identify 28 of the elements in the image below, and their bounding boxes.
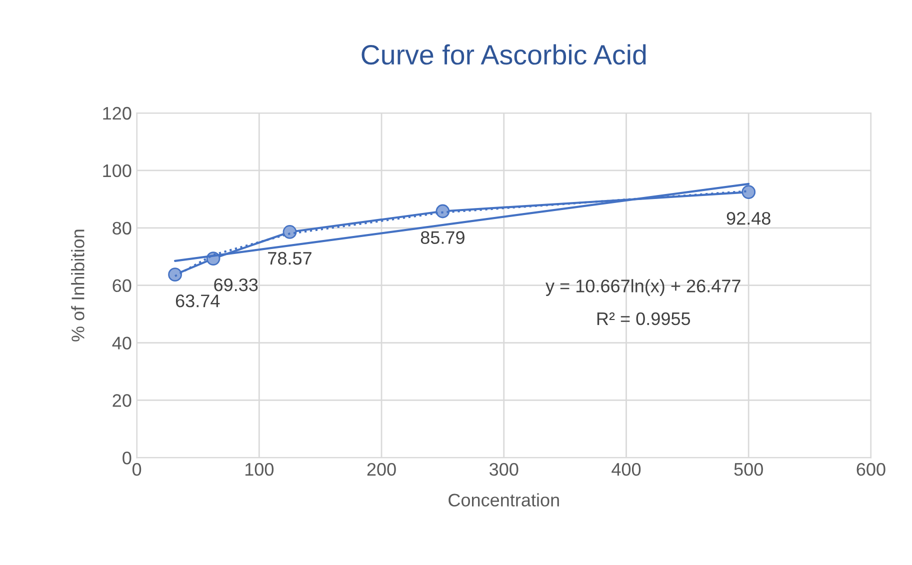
- y-tick-label: 40: [112, 336, 132, 350]
- data-label: 69.33: [214, 278, 258, 292]
- y-tick-label: 80: [112, 222, 132, 235]
- y-tick-label: 120: [103, 106, 132, 120]
- data-label: 92.48: [726, 212, 770, 225]
- y-axis-title: % of Inhibition: [71, 230, 84, 342]
- x-tick-label: 300: [490, 462, 518, 476]
- x-tick-label: 0: [132, 462, 142, 476]
- annotation: R² = 0.9955: [597, 312, 690, 326]
- point: [436, 204, 450, 218]
- point: [168, 268, 182, 282]
- x-tick-label: 600: [856, 462, 886, 476]
- annotation: y = 10.667ln(x) + 26.477: [546, 279, 740, 296]
- data-label: 78.57: [268, 252, 312, 265]
- point: [742, 185, 756, 199]
- data-label: 85.79: [420, 231, 464, 244]
- chart-title: Curve for Ascorbic Acid: [362, 44, 646, 65]
- y-tick-label: 100: [103, 164, 132, 178]
- y-tick-label: 20: [112, 394, 132, 407]
- x-tick-label: 200: [367, 462, 396, 476]
- point: [282, 225, 297, 239]
- data-label: 63.74: [176, 294, 220, 308]
- x-tick-label: 400: [612, 462, 641, 476]
- x-axis-title: Concentration: [448, 493, 559, 506]
- y-tick-label: 60: [112, 279, 132, 292]
- x-tick-label: 100: [245, 462, 274, 476]
- y-tick-label: 0: [122, 452, 132, 464]
- x-tick-label: 500: [734, 462, 763, 476]
